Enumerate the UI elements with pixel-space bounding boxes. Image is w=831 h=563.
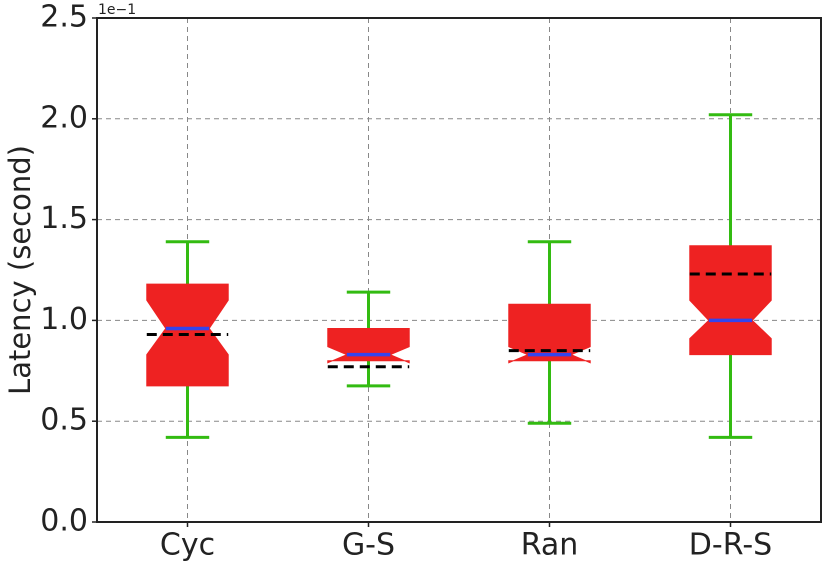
offset-text: 1e−1	[98, 2, 136, 18]
y-tick-label: 1.5	[40, 201, 88, 236]
y-tick-label: 1.0	[40, 302, 88, 337]
y-tick-label: 2.5	[40, 0, 88, 35]
y-tick-label: 0.0	[40, 504, 88, 539]
x-tick-label: G-S	[342, 528, 395, 563]
y-tick-label: 0.5	[40, 403, 88, 438]
y-tick-label: 2.0	[40, 100, 88, 135]
x-tick-label: Ran	[521, 528, 579, 563]
plot-frame	[96, 17, 822, 523]
box	[327, 327, 410, 364]
box	[689, 245, 772, 356]
x-tick-label: D-R-S	[689, 528, 772, 563]
box	[508, 303, 591, 364]
x-tick-label: Cyc	[160, 528, 215, 563]
y-axis-label: Latency (second)	[3, 145, 37, 395]
